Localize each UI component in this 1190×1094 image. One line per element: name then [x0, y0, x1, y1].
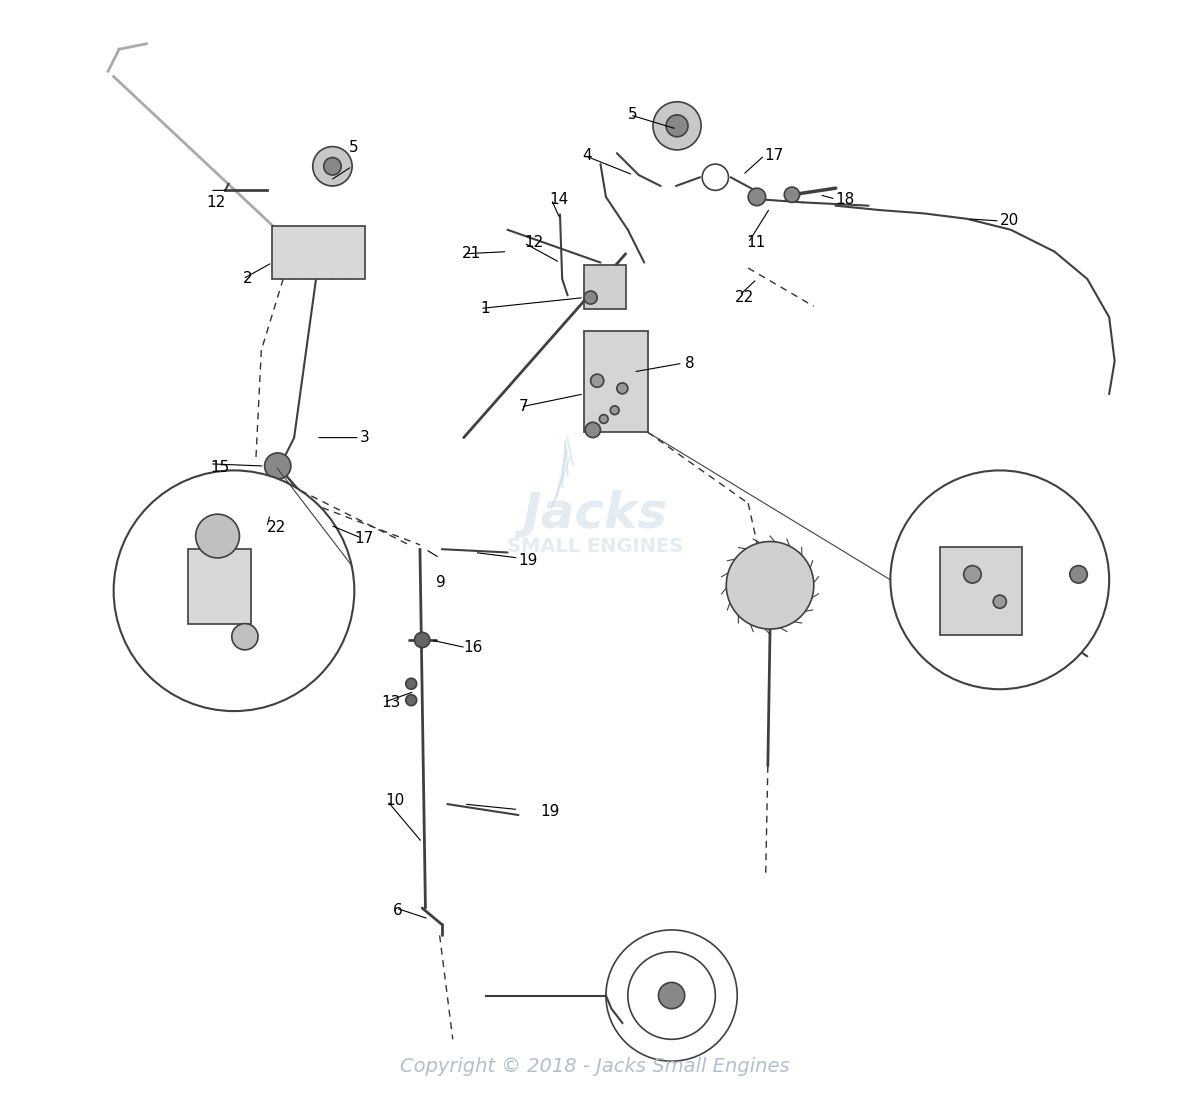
Bar [273, 226, 365, 279]
Circle shape [610, 406, 619, 415]
Circle shape [666, 115, 688, 137]
Circle shape [324, 158, 342, 175]
Circle shape [726, 542, 814, 629]
Bar [584, 265, 626, 309]
Text: 1: 1 [480, 301, 490, 316]
Circle shape [658, 982, 684, 1009]
Text: 22: 22 [735, 290, 754, 305]
Text: 8: 8 [684, 356, 694, 371]
Text: 5: 5 [628, 107, 638, 123]
Bar [188, 549, 251, 624]
Text: 3: 3 [359, 430, 370, 445]
Text: 22: 22 [267, 520, 286, 535]
Text: 19: 19 [540, 804, 559, 819]
Circle shape [994, 595, 1007, 608]
Circle shape [784, 187, 800, 202]
Circle shape [264, 453, 290, 479]
Text: 7: 7 [519, 399, 528, 415]
Circle shape [414, 632, 430, 648]
Circle shape [406, 678, 416, 689]
Circle shape [585, 422, 601, 438]
Bar [584, 331, 647, 432]
Text: 21: 21 [462, 246, 481, 261]
Text: 17: 17 [764, 148, 784, 163]
Circle shape [590, 374, 603, 387]
Circle shape [232, 624, 258, 650]
Text: 4: 4 [582, 148, 591, 163]
Bar [940, 547, 1022, 635]
Text: 12: 12 [207, 195, 226, 210]
Circle shape [890, 470, 1109, 689]
Text: 17: 17 [355, 531, 374, 546]
Text: 19: 19 [519, 552, 538, 568]
Circle shape [606, 930, 738, 1061]
Circle shape [616, 383, 628, 394]
Circle shape [195, 514, 239, 558]
Text: 6: 6 [393, 903, 402, 918]
Text: 16: 16 [464, 640, 483, 655]
Circle shape [653, 102, 701, 150]
Circle shape [313, 147, 352, 186]
Text: 10: 10 [384, 793, 405, 808]
Circle shape [628, 952, 715, 1039]
Text: 9: 9 [437, 574, 446, 590]
Circle shape [749, 188, 765, 206]
Circle shape [406, 695, 416, 706]
Text: 12: 12 [524, 235, 543, 251]
Circle shape [113, 470, 355, 711]
Text: 5: 5 [349, 140, 358, 155]
Circle shape [600, 415, 608, 423]
Circle shape [702, 164, 728, 190]
Circle shape [584, 291, 597, 304]
Text: SMALL ENGINES: SMALL ENGINES [507, 537, 683, 557]
Text: 15: 15 [209, 459, 230, 475]
Text: 18: 18 [835, 191, 854, 207]
Circle shape [1070, 566, 1088, 583]
Text: 13: 13 [382, 695, 401, 710]
Text: 2: 2 [243, 271, 252, 287]
Text: 14: 14 [549, 191, 569, 207]
Circle shape [964, 566, 982, 583]
Text: Copyright © 2018 - Jacks Small Engines: Copyright © 2018 - Jacks Small Engines [400, 1057, 790, 1076]
Text: 20: 20 [1000, 213, 1019, 229]
Text: 11: 11 [746, 235, 765, 251]
Text: Jacks: Jacks [522, 490, 668, 538]
